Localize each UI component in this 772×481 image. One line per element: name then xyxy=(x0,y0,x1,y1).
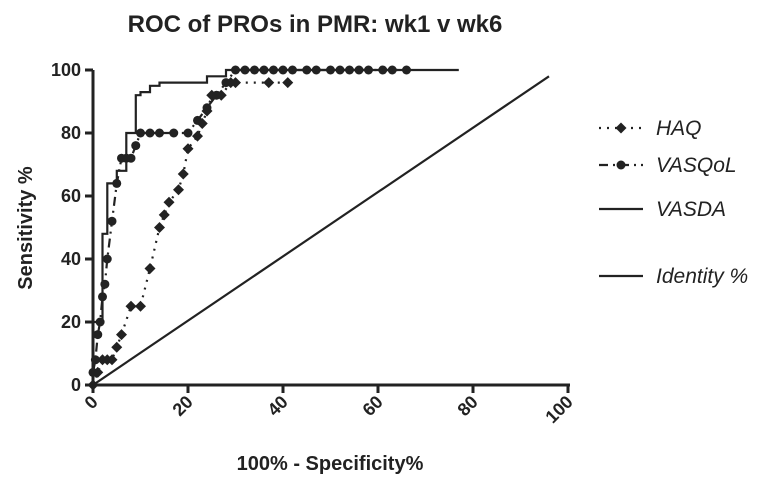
series-line xyxy=(92,75,550,386)
x-tick-label: 100 xyxy=(541,392,576,427)
y-tick-label: 60 xyxy=(61,186,81,206)
data-point xyxy=(106,354,118,366)
axis-ticks: 0 20 40 60 80 100 0 20 40 60 80 100 xyxy=(51,60,577,427)
legend-item: VASDA xyxy=(599,198,726,221)
data-point xyxy=(155,128,164,138)
data-point xyxy=(182,143,194,155)
data-point xyxy=(158,209,170,221)
data-point xyxy=(221,78,231,88)
data-point xyxy=(144,262,156,274)
data-point xyxy=(102,254,112,264)
y-tick-label: 80 xyxy=(61,123,81,143)
legend-marker xyxy=(615,122,627,134)
series-layer xyxy=(87,65,550,391)
x-axis-label: 100% - Specificity% xyxy=(237,453,424,475)
data-point xyxy=(193,115,202,125)
data-point xyxy=(212,90,221,100)
x-tick-label: 40 xyxy=(264,392,292,420)
series-vasda xyxy=(91,68,459,385)
data-point xyxy=(183,128,193,138)
legend-item: HAQ xyxy=(599,117,702,140)
legend-marker xyxy=(616,160,626,170)
data-point xyxy=(126,153,136,163)
x-tick-label: 20 xyxy=(169,392,197,420)
legend-label: HAQ xyxy=(656,117,702,140)
series-identity xyxy=(92,75,550,386)
legend-label: Identity % xyxy=(656,265,748,288)
series-line xyxy=(91,68,459,385)
data-point xyxy=(116,329,127,341)
data-point xyxy=(107,216,117,226)
y-axis-label: Sensitivity % xyxy=(15,166,37,290)
legend-label: VASDA xyxy=(656,198,726,221)
x-tick-label: 0 xyxy=(81,392,102,413)
data-point xyxy=(111,341,123,353)
data-point xyxy=(131,141,141,151)
legend-item: VASQoL xyxy=(599,154,737,177)
x-tick-label: 60 xyxy=(359,392,387,420)
data-point xyxy=(282,77,294,89)
data-point xyxy=(135,300,146,312)
data-point xyxy=(145,128,155,138)
data-point xyxy=(173,184,184,196)
data-point xyxy=(93,330,103,340)
data-point xyxy=(163,196,175,208)
data-point xyxy=(230,77,241,89)
series-line xyxy=(91,81,288,386)
data-point xyxy=(263,77,275,89)
series-line xyxy=(91,68,407,373)
x-tick-label: 80 xyxy=(454,392,482,420)
data-point xyxy=(192,130,203,142)
y-tick-label: 20 xyxy=(61,312,81,332)
data-point xyxy=(169,128,179,138)
data-point xyxy=(125,300,137,312)
legend-label: VASQoL xyxy=(656,154,737,177)
legend-item: Identity % xyxy=(599,265,748,288)
plot-area: 0 20 40 60 80 100 0 20 40 60 80 100 xyxy=(51,60,577,427)
data-point xyxy=(154,222,165,233)
y-tick-label: 100 xyxy=(51,60,81,80)
y-tick-label: 0 xyxy=(71,375,81,395)
data-point xyxy=(177,168,189,180)
series-haq xyxy=(87,77,294,391)
y-tick-label: 40 xyxy=(61,249,81,269)
legend: HAQ VASQoL VASDA Identity % xyxy=(599,117,748,288)
data-point xyxy=(136,128,145,138)
data-point xyxy=(202,103,212,113)
chart-title: ROC of PROs in PMR: wk1 v wk6 xyxy=(128,11,503,38)
